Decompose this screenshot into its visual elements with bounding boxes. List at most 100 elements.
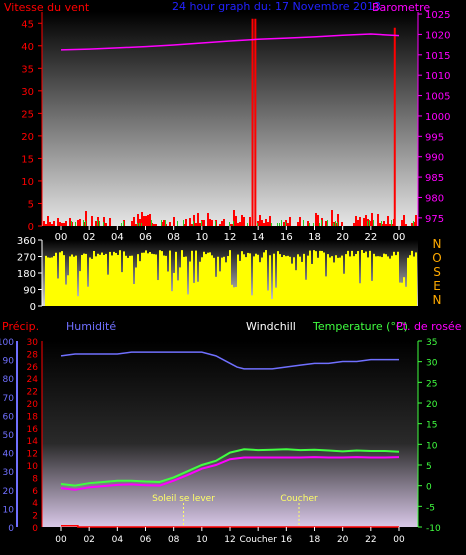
wind-average-bar [413,221,414,226]
direction-bar [181,250,183,306]
direction-bar [275,287,277,306]
direction-bar [385,254,387,306]
compass-letter: N [433,237,442,251]
wind-gust-bar [145,216,147,226]
direction-bar [67,275,69,306]
sun-annotations: Soleil se lever Coucher [152,494,318,527]
direction-bar [259,262,261,306]
time-tick-label: 12 [224,232,237,243]
direction-bar [251,295,253,306]
time-tick-label: 00 [55,232,68,243]
wind-gust-bar [389,224,391,226]
time-tick-label: 10 [195,232,208,243]
wind-gust-bar [169,222,171,226]
wind-gust-bar [241,215,243,226]
direction-bar [197,281,199,306]
wind-gust-bar [259,215,261,226]
wind-gust-bar [95,221,97,226]
wind-average-bar [337,222,338,226]
wind-gust-bar [265,219,267,226]
wind-tick-label: 35 [21,64,34,75]
barometer-tick-label: 1025 [425,10,450,21]
barometer-tick-label: 985 [425,173,444,184]
barometer-series [60,33,400,51]
wind-tick-label: 30 [21,87,34,98]
direction-bar [349,256,351,306]
direction-bar [209,252,211,306]
wind-average-bar [121,223,122,226]
precip-tick-label: 6 [32,487,38,497]
direction-bar [103,254,105,306]
wind-speed-label: Vitesse du vent [4,1,90,14]
direction-bar [217,256,219,306]
wind-average-bar [285,222,286,226]
direction-bar [51,257,53,306]
wind-average-bar [83,220,84,226]
precip-tick-label: 26 [27,363,39,373]
temperature-tick-label: 20 [426,400,438,410]
direction-bar [413,256,415,306]
time-tick-label: 16 [280,232,293,243]
barometer-tick-label: 975 [425,214,444,225]
direction-bar [145,250,147,306]
wind-gust-bar [353,223,355,226]
wind-gust-bar [47,216,49,226]
direction-bar [187,294,189,306]
wind-gust-bar [203,220,205,226]
wind-average-bar [281,220,282,226]
wind-gust-bar [249,217,251,226]
barometer-axis: 975 980 985 990 995 1000 1005 1010 1015 1020 1025 [417,10,450,226]
temperature-tick-label: 30 [426,359,438,369]
precip-label: Précip. [2,320,39,333]
wind-average-bar [321,220,322,226]
time-tick-label: 10 [196,535,208,545]
direction-bar [195,250,197,306]
direction-bar [273,253,275,306]
barometer-tick-label: 1010 [425,71,450,82]
wind-gust-bar [185,219,187,226]
direction-bar [277,251,279,306]
direction-bar [353,256,355,306]
direction-bar [207,252,209,306]
direction-bar [351,250,353,306]
direction-bar [341,255,343,306]
direction-bar [111,255,113,306]
wind-average-bar [103,222,104,226]
direction-bar [201,257,203,306]
direction-bar [287,255,289,306]
direction-bar [121,272,123,306]
direction-bar [135,267,137,306]
wind-gust-bar [365,215,367,226]
wind-gust-bar [331,210,333,226]
wind-gust-bar [325,221,327,226]
wind-tick-label: 40 [21,42,34,53]
wind-gust-bar [63,223,65,226]
direction-bar [331,256,333,306]
wind-gust-bar [193,215,195,226]
wind-average-bar [391,220,392,226]
temperature-humidity-panel: Soleil se lever Coucher 01020304050607080… [0,320,462,545]
wind-gust-bar [243,217,245,226]
wind-gust-bar [45,224,47,226]
wind-gust-bar [91,216,93,226]
direction-bar [113,251,115,306]
time-tick-label: 02 [83,232,96,243]
temperature-tick-label: 15 [426,421,437,431]
wind-gust-bar [223,219,225,226]
time-tick-label: 00 [393,535,405,545]
direction-bar [185,256,187,306]
wind-average-bar [141,223,142,226]
wind-average-bar [257,223,258,226]
direction-bar [129,255,131,306]
time-tick-label: 08 [168,535,180,545]
wind-gust-bar [357,220,359,226]
series-line-precip [61,525,399,528]
precip-tick-label: 16 [27,425,39,435]
humidity-label: Humidité [66,320,116,333]
time-tick-label: 04 [112,535,124,545]
direction-bar [75,255,77,306]
direction-bar [281,257,283,306]
time-tick-label: 02 [83,535,94,545]
